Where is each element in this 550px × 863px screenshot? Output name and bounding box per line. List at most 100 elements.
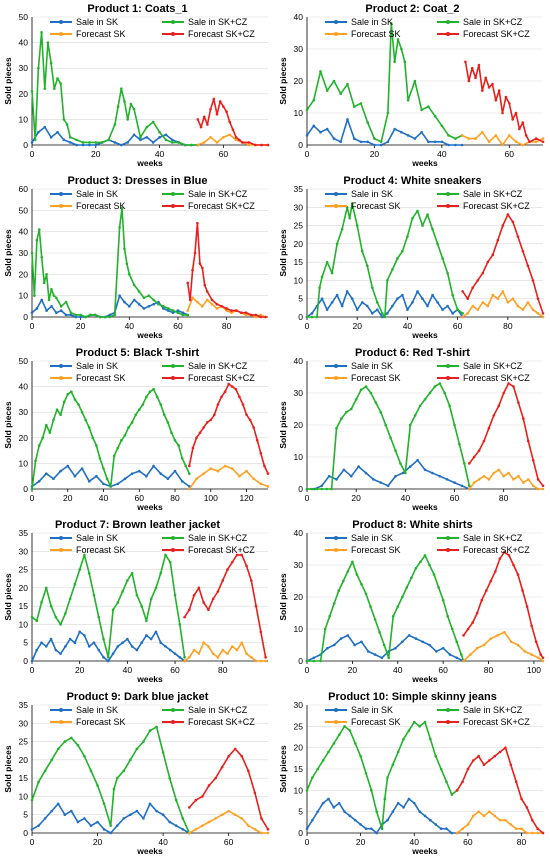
series-line [197,134,268,146]
data-point [161,813,165,817]
data-point [202,472,205,475]
data-point [152,464,155,468]
data-point [349,474,353,478]
data-point [541,312,545,315]
data-point [369,605,372,608]
legend-label: Forecast SK [76,29,126,39]
y-tick-label: 35 [19,700,29,710]
chart-svg-5: Product 5: Black T-shirt 0 10 20 30 40 50 0 20 40… [3,347,270,512]
data-point [310,487,314,491]
data-point [40,601,43,604]
data-point [504,95,508,99]
data-point [335,426,338,430]
data-point [471,304,475,308]
data-point [359,140,363,144]
data-point [142,307,146,310]
data-point [345,410,348,414]
legend-marker [59,192,63,196]
data-point [494,134,498,137]
data-point [197,652,201,655]
x-axis-label: weeks [136,158,163,168]
data-point [405,586,409,589]
data-point [332,137,336,140]
data-point [386,279,389,282]
data-point [207,820,211,824]
x-tick-label: 0 [30,837,35,847]
series-line [188,465,269,490]
y-tick-label: 20 [19,583,29,593]
series-4 [186,221,267,319]
data-point [211,597,215,601]
data-point [312,124,316,128]
data-point [518,127,521,131]
data-point [103,315,107,319]
legend-entry: Sale in SK [325,17,393,27]
data-point [111,652,115,655]
data-point [435,650,438,653]
data-point [62,118,66,121]
data-point [171,311,175,315]
legend-label: Sale in SK+CZ [188,705,248,715]
x-axis-label: weeks [411,158,438,168]
data-point [56,130,59,134]
data-point [147,305,151,308]
data-point [321,759,325,762]
data-point [326,646,329,650]
data-point [63,740,67,743]
data-point [84,315,87,319]
chart-svg-10: Product 10: Simple skinny jeans 0 5 10 15 20 2… [278,691,545,856]
data-point [164,133,168,137]
legend-marker [334,536,338,540]
data-point [305,134,309,137]
data-point [205,421,209,424]
legend-marker [59,32,63,36]
data-point [325,260,329,264]
data-point [402,737,405,741]
data-point [188,472,191,475]
data-point [127,426,130,429]
y-tick-label: 20 [294,76,304,86]
data-point [441,308,444,311]
data-point [45,273,48,276]
y-tick-label: 0 [23,312,28,322]
data-point [512,478,515,481]
data-point [112,454,116,458]
legend-entry: Forecast SK+CZ [437,29,530,39]
data-point [209,467,213,470]
data-point [491,293,495,297]
data-point [447,134,450,137]
data-point [171,138,174,142]
data-point [139,138,142,142]
x-tick-label: 100 [204,493,218,503]
data-point [467,79,471,83]
data-point [375,810,379,813]
data-point [497,89,501,92]
data-point [311,818,314,822]
data-point [139,136,142,139]
series-line [31,207,188,318]
data-point [109,485,112,488]
y-tick-label: 10 [19,619,29,629]
data-point [316,810,320,813]
data-point [440,124,444,128]
data-point [335,242,339,246]
legend-marker [59,364,63,368]
x-axis-label: weeks [411,846,438,856]
data-point [514,140,518,144]
data-point [33,138,37,142]
data-point [113,123,117,126]
y-axis-label: Sold pieces [3,57,13,105]
data-point [472,455,476,459]
chart-title: Product 1: Coats_1 [87,3,187,15]
x-tick-label: 40 [437,149,447,159]
data-point [194,828,198,831]
data-point [235,648,239,652]
data-point [364,471,368,475]
data-point [454,143,457,147]
data-point [446,271,449,275]
data-point [351,560,354,564]
data-point [88,141,91,144]
data-point [396,801,400,805]
data-point [92,593,96,597]
data-point [531,458,535,462]
